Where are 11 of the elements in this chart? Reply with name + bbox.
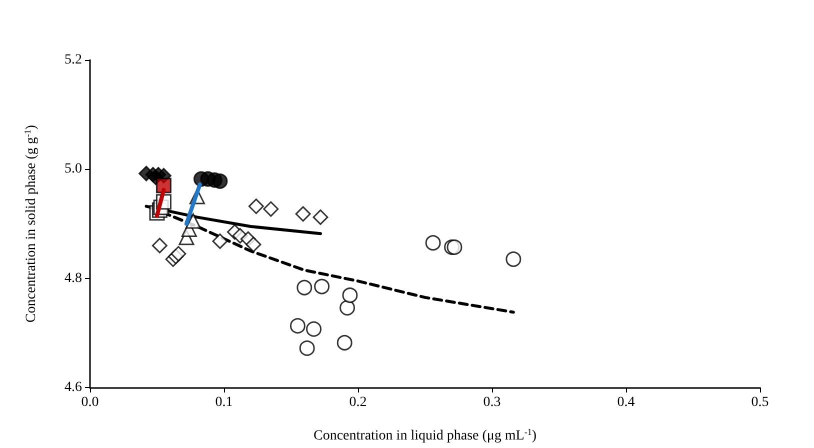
x-tick-label: 0.5 xyxy=(751,395,769,410)
x-tick-label: 0.2 xyxy=(349,395,367,410)
y-axis-title: Concentration in solid phase (g g-1) xyxy=(22,124,39,323)
x-tick-label: 0.0 xyxy=(81,395,99,410)
x-tick-label: 0.1 xyxy=(215,395,233,410)
x-tick-label: 0.4 xyxy=(617,395,635,410)
y-tick-label: 5.0 xyxy=(64,162,82,177)
y-tick-label: 4.6 xyxy=(64,380,82,395)
x-tick-label: 0.3 xyxy=(483,395,501,410)
y-tick-label: 5.2 xyxy=(64,52,82,68)
y-tick-label: 4.8 xyxy=(64,270,82,286)
